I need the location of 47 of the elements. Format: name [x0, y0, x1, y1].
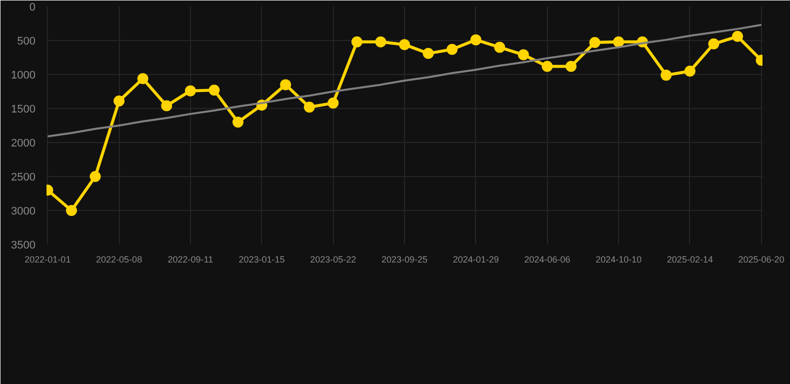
- point: [589, 37, 600, 48]
- point: [137, 73, 148, 84]
- y-tick-label: 0: [29, 2, 36, 14]
- point: [422, 48, 434, 59]
- point: [232, 116, 244, 128]
- point: [161, 100, 172, 112]
- point: [184, 85, 196, 96]
- y-tick-label: 2000: [11, 138, 36, 150]
- point: [328, 98, 339, 109]
- y-tick-label: 1000: [11, 70, 36, 82]
- point: [446, 44, 458, 55]
- y-tick-label: 1500: [11, 104, 36, 116]
- point: [613, 36, 624, 48]
- point: [304, 102, 315, 113]
- x-tick-label: 2022-05-08: [96, 254, 142, 264]
- point: [566, 60, 577, 72]
- x-tick-label: 2025-02-14: [666, 254, 713, 264]
- point: [708, 38, 720, 50]
- point: [280, 79, 292, 90]
- point: [114, 96, 125, 107]
- x-tick-label: 2023-05-22: [310, 254, 356, 264]
- point: [542, 60, 553, 72]
- x-tick-label: 2025-06-20: [738, 254, 784, 264]
- line-series: [46, 24, 762, 138]
- point: [208, 84, 220, 96]
- point: [518, 49, 529, 60]
- point: [470, 34, 482, 46]
- point: [90, 171, 101, 182]
- x-tick-label: 2023-01-15: [238, 254, 285, 264]
- point: [66, 205, 77, 216]
- y-tick-label: 3500: [11, 240, 36, 252]
- x-tick-label: 2022-09-11: [168, 254, 214, 264]
- x-tick-label: 2024-06-06: [524, 254, 570, 264]
- point: [684, 66, 696, 77]
- point: [732, 30, 744, 42]
- point: [375, 36, 386, 48]
- point: [399, 39, 410, 50]
- point: [660, 70, 672, 81]
- y-tick-label: 3000: [11, 206, 36, 218]
- y-tick-label: 2500: [11, 172, 36, 184]
- x-tick-label: 2023-09-25: [381, 254, 428, 264]
- x-tick-label: 2024-10-10: [596, 254, 642, 264]
- y-tick-label: 500: [17, 36, 36, 48]
- point: [351, 36, 362, 48]
- x-tick-label: 2024-01-29: [452, 254, 499, 264]
- x-tick-label: 2022-01-01: [24, 254, 71, 264]
- point: [494, 42, 506, 53]
